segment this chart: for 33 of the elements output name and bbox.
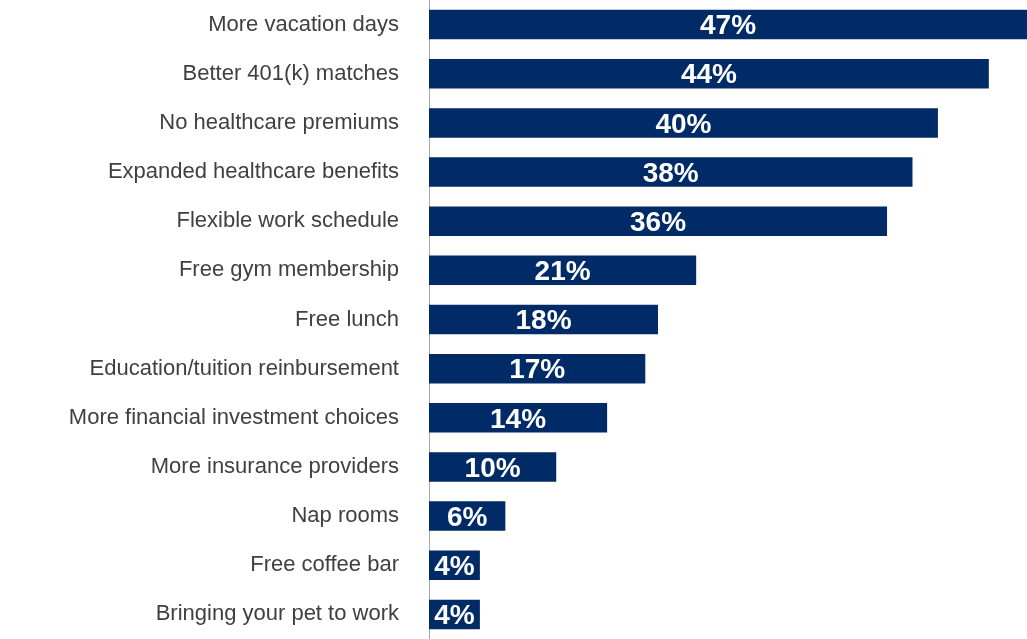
y-tick-label: More insurance providers [150,453,399,479]
data-label: 6% [446,500,488,532]
data-label: 36% [630,205,687,237]
y-tick-label: Free gym membership [178,256,399,282]
y-tick-label: Better 401(k) matches [182,59,399,85]
data-label: 4% [434,549,475,581]
y-tick-label: No healthcare premiums [159,108,399,134]
data-label: 14% [490,402,547,434]
data-label: 40% [655,107,712,139]
bar [429,108,938,138]
data-label: 47% [699,9,757,41]
y-tick-label: Nap rooms [291,502,399,528]
data-label: 21% [534,255,591,287]
data-label: 4% [434,599,475,631]
y-tick-label: Expanded healthcare benefits [107,158,399,184]
bar [429,255,697,286]
data-label: 38% [642,156,699,188]
bar [429,58,989,89]
bar [429,9,1027,40]
y-tick-label: Free lunch [295,305,399,331]
y-tick-label: Free coffee bar [250,551,399,577]
data-label: 17% [509,353,566,385]
y-tick-label: More financial investment choices [68,403,399,429]
bar [429,403,608,433]
bar [429,206,888,236]
y-tick-label: More vacation days [208,10,399,36]
bar [429,157,913,187]
data-label: 10% [464,451,521,483]
y-tick-label: Education/tuition reinbursement [89,354,399,380]
data-label: 44% [680,58,738,90]
y-tick-label: Flexible work schedule [176,207,399,233]
data-label: 18% [515,304,572,336]
y-tick-label: Bringing your pet to work [155,600,400,626]
